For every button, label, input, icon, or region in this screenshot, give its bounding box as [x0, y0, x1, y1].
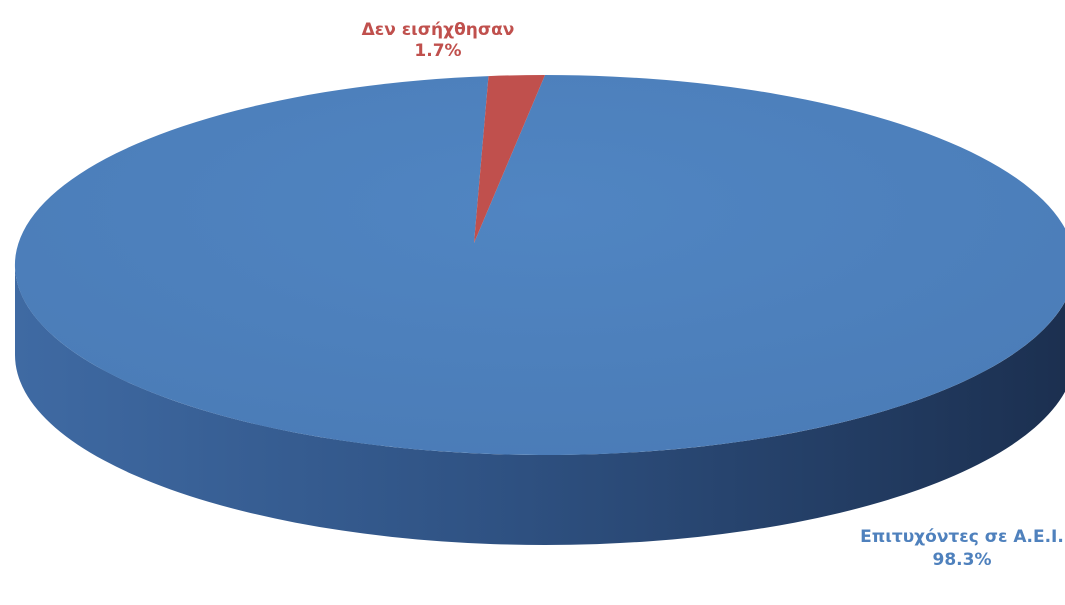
label-success-name: Επιτυχόντες σε Α.Ε.Ι. — [860, 527, 1064, 547]
label-success-value: 98.3% — [933, 550, 992, 570]
label-not-admitted-value: 1.7% — [414, 41, 461, 61]
pie-side-wall — [15, 265, 1065, 545]
pie-slice-not-admitted — [474, 75, 545, 243]
label-not-admitted-name: Δεν εισήχθησαν — [362, 20, 515, 40]
pie-slice-success — [15, 75, 1065, 455]
